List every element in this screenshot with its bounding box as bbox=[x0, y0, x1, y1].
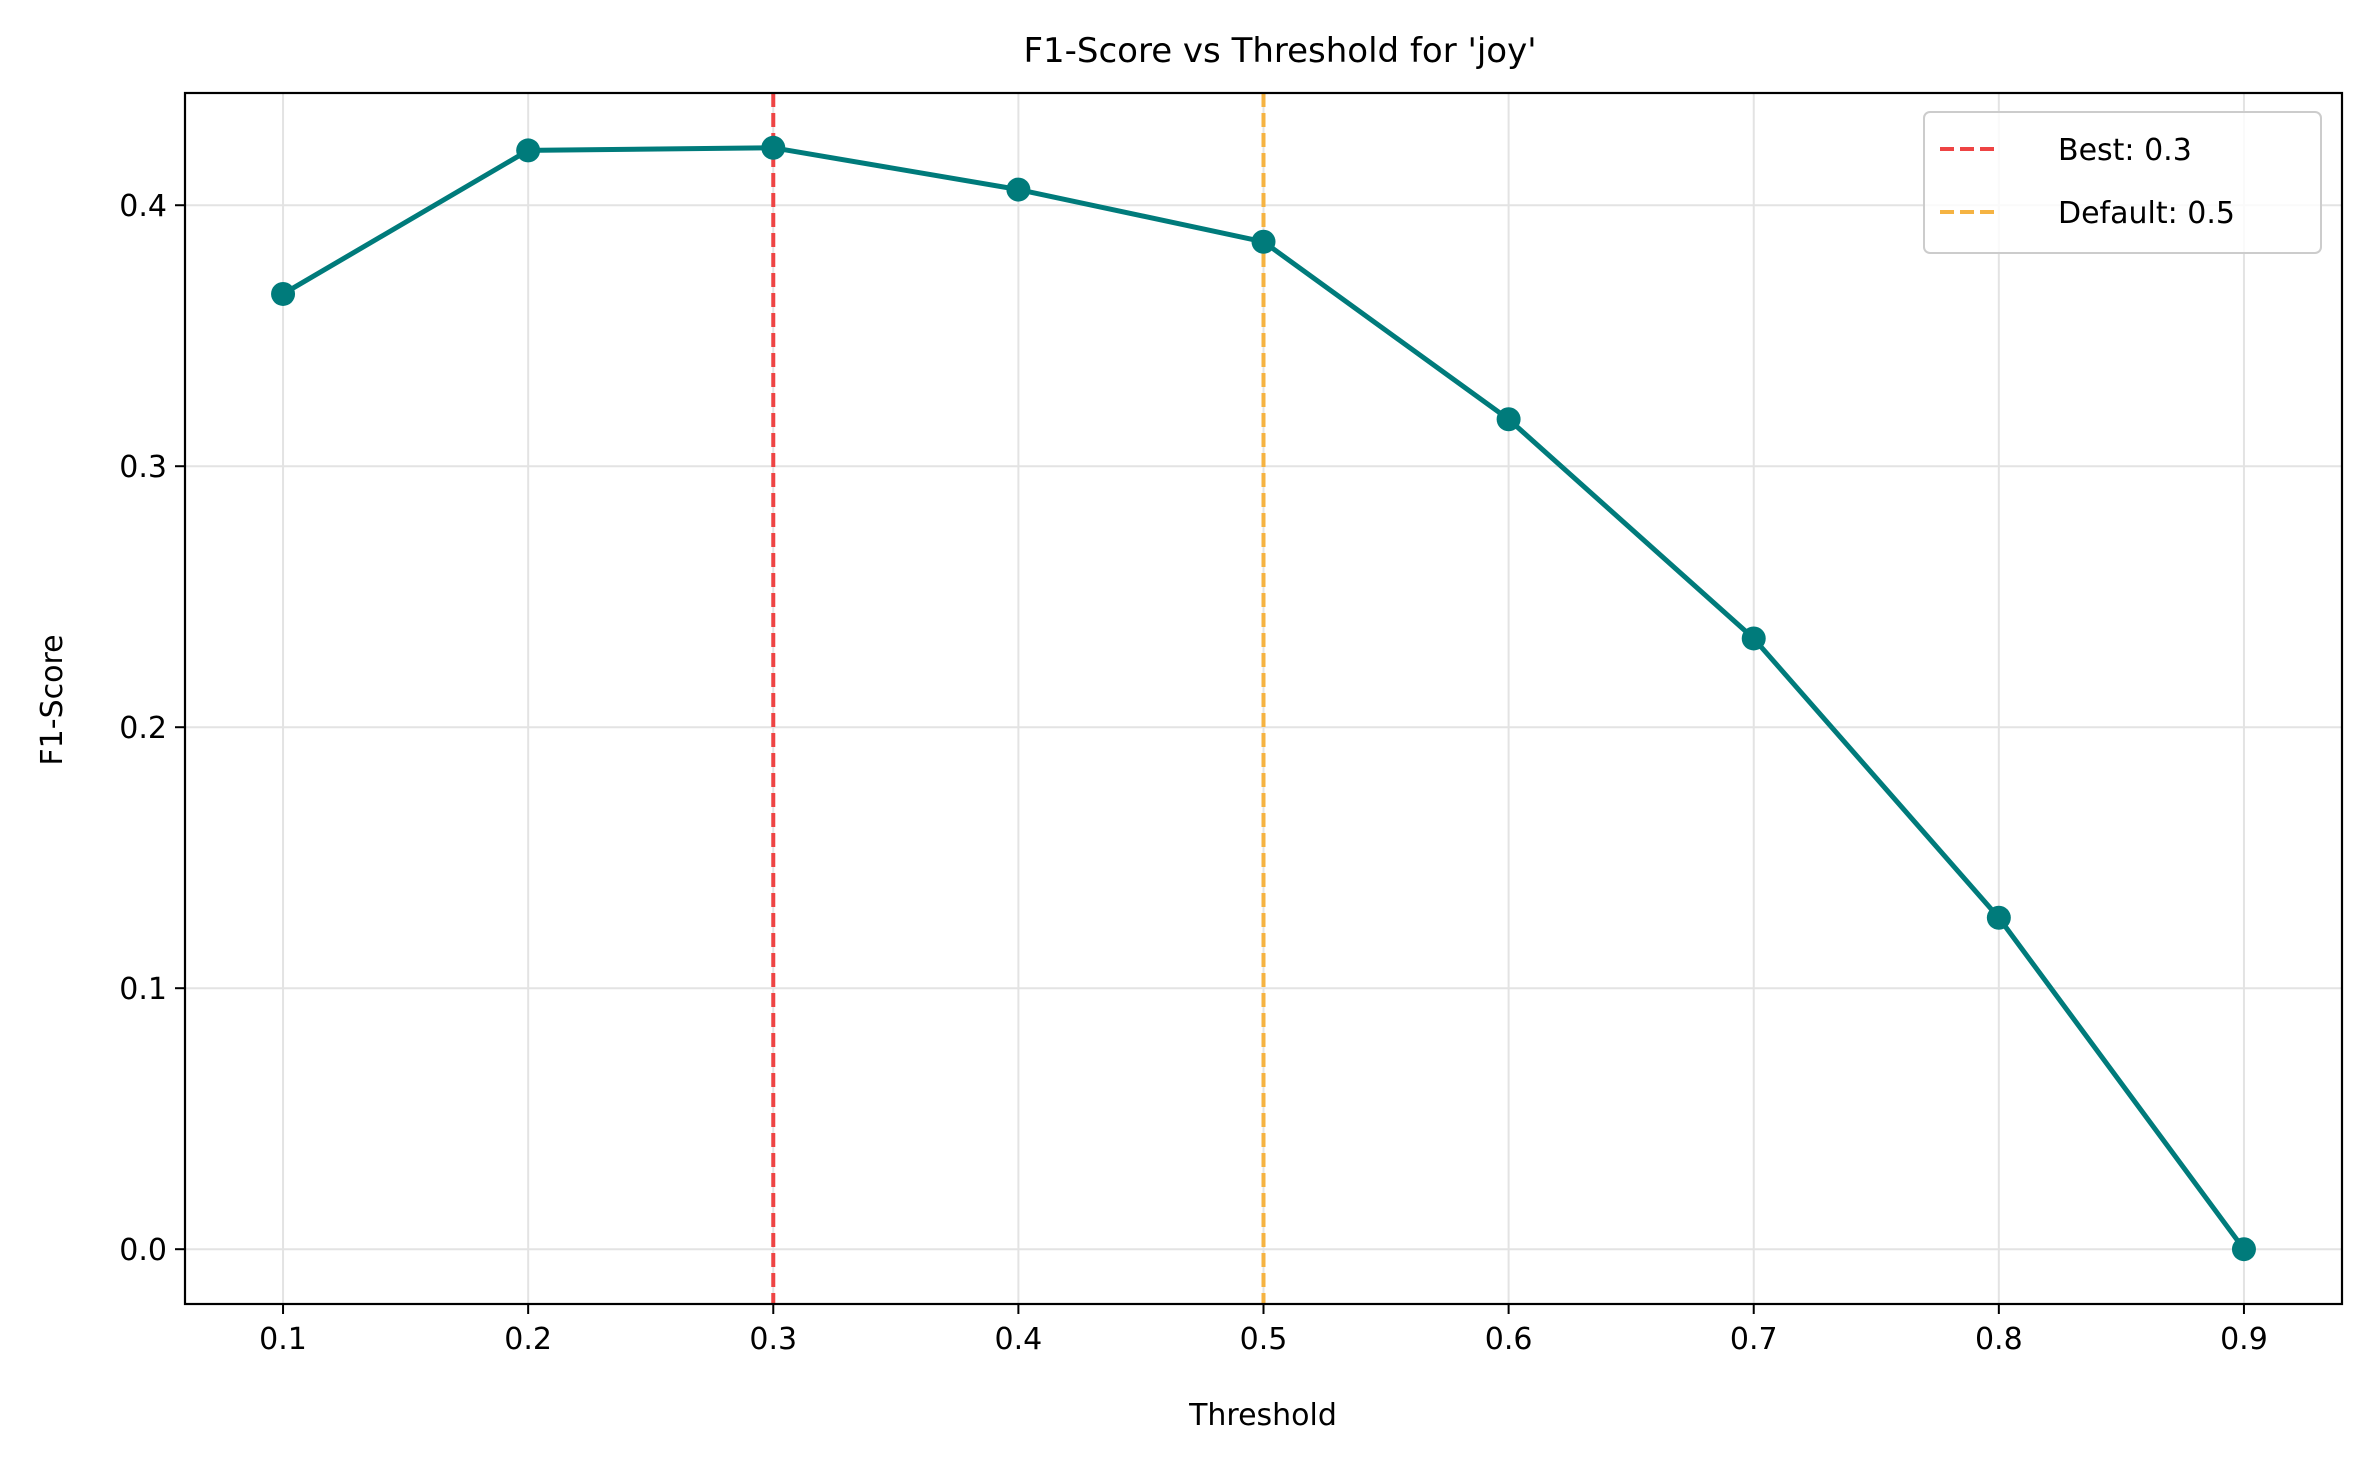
data-point bbox=[1496, 407, 1521, 432]
x-tick-label: 0.1 bbox=[259, 1322, 307, 1357]
data-point bbox=[1006, 177, 1031, 202]
y-tick-label: 0.1 bbox=[119, 972, 167, 1007]
y-tick-label: 0.3 bbox=[119, 450, 167, 485]
legend-entries: Best: 0.3 Default: 0.5 bbox=[1940, 133, 2235, 231]
x-tick-label: 0.8 bbox=[1975, 1322, 2023, 1357]
y-tick-label: 0.2 bbox=[119, 711, 167, 746]
legend-label: Default: 0.5 bbox=[2058, 196, 2235, 231]
y-tick-label: 0.0 bbox=[119, 1233, 167, 1268]
x-tick-label: 0.3 bbox=[749, 1322, 797, 1357]
y-tick-label: 0.4 bbox=[119, 189, 167, 224]
data-point bbox=[516, 138, 541, 163]
x-tick-label: 0.9 bbox=[2220, 1322, 2268, 1357]
data-point bbox=[761, 135, 786, 160]
legend: Best: 0.3 Default: 0.5 bbox=[1923, 111, 2322, 254]
y-axis-label: F1-Score bbox=[35, 634, 70, 765]
x-axis-label: Threshold bbox=[1188, 1398, 1337, 1433]
x-tick-label: 0.4 bbox=[995, 1322, 1043, 1357]
chart-title: F1-Score vs Threshold for 'joy' bbox=[1023, 31, 1536, 71]
data-series bbox=[271, 135, 2256, 1262]
x-tick-label: 0.7 bbox=[1730, 1322, 1778, 1357]
data-point bbox=[2231, 1237, 2256, 1262]
x-tick-label: 0.2 bbox=[504, 1322, 552, 1357]
data-point bbox=[1986, 905, 2011, 930]
x-tick-label: 0.5 bbox=[1240, 1322, 1288, 1357]
y-axis-ticks: 0.0 0.1 0.2 0.3 0.4 bbox=[119, 189, 185, 1268]
data-point bbox=[1741, 626, 1766, 651]
reference-lines bbox=[771, 93, 1266, 1304]
x-axis-ticks: 0.1 0.2 0.3 0.4 0.5 0.6 0.7 0.8 0.9 bbox=[259, 1304, 2268, 1357]
legend-label: Best: 0.3 bbox=[2058, 133, 2192, 168]
x-tick-label: 0.6 bbox=[1485, 1322, 1533, 1357]
data-point bbox=[1251, 229, 1276, 254]
legend-box bbox=[1923, 111, 2322, 254]
data-point bbox=[271, 281, 296, 306]
